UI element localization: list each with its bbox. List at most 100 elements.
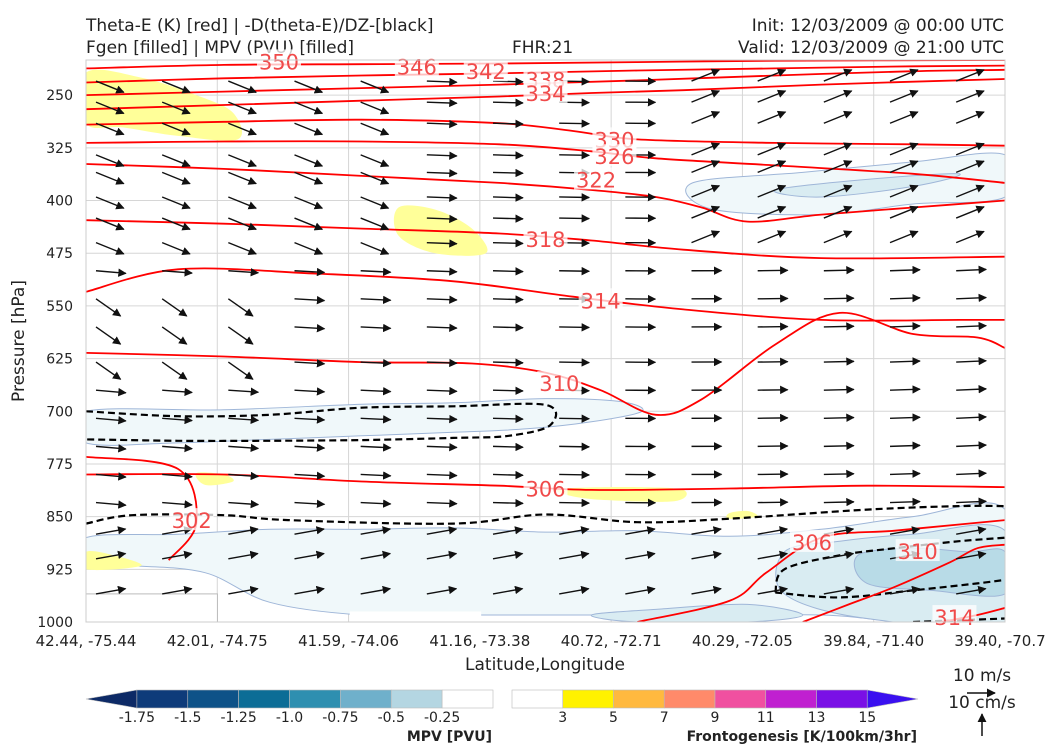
wind-vector <box>889 265 921 275</box>
wind-vector <box>559 414 591 423</box>
wind-vector <box>294 585 325 595</box>
theta-e-label-bg <box>523 476 568 499</box>
wind-vector <box>161 361 188 380</box>
wind-vector <box>823 89 853 103</box>
wind-vector <box>956 497 987 506</box>
wind-vector <box>360 323 392 333</box>
wind-vector <box>823 497 855 507</box>
wind-vector <box>492 193 524 202</box>
wind-vector <box>559 470 591 480</box>
mpv-colorbar-tick: -1.25 <box>221 710 257 726</box>
wind-vector <box>823 184 853 198</box>
wind-vector <box>426 443 458 452</box>
wind-vector <box>426 585 458 595</box>
wind-vector <box>294 443 326 452</box>
colorbar-segment <box>238 689 290 709</box>
wind-vector <box>162 387 193 397</box>
y-tick-label: 550 <box>46 299 73 315</box>
x-tick-label: 40.29, -72.05 <box>692 632 793 650</box>
wind-vector <box>691 585 722 595</box>
x-axis-ticks: 42.44, -75.44 42.01, -74.75 41.59, -74.06 4… <box>36 632 1046 650</box>
wind-vector <box>294 499 326 509</box>
wind-vector <box>625 585 656 595</box>
wind-vector <box>228 101 257 115</box>
wind-vector <box>227 361 254 380</box>
wind-vector <box>162 268 193 277</box>
wind-vector <box>691 68 721 82</box>
theta-e-contour <box>86 60 1005 70</box>
wind-vector <box>559 585 590 595</box>
theta-e-label-bg <box>574 167 619 190</box>
wind-vector <box>95 217 125 231</box>
theta-e-label: 322 <box>576 168 616 192</box>
wind-vector <box>426 151 458 160</box>
theta-e-contour <box>86 140 1005 184</box>
wind-vector <box>559 550 590 560</box>
wind-vector <box>956 265 987 274</box>
wind-vector <box>492 214 524 223</box>
x-tick-label: 41.16, -73.38 <box>429 632 530 650</box>
theta-e-label: 350 <box>259 50 299 74</box>
theta-e-label: 306 <box>525 478 565 502</box>
wind-vector <box>426 323 458 332</box>
wind-vector <box>95 585 127 595</box>
wind-vector <box>228 415 260 424</box>
wind-vector <box>294 387 326 396</box>
wind-vector <box>95 171 125 185</box>
wind-vector <box>360 471 392 480</box>
wind-vector <box>956 385 987 394</box>
wind-vector <box>625 550 656 560</box>
wind-vector <box>426 239 458 248</box>
theta-e-contour <box>802 543 1005 622</box>
wind-vector <box>228 585 259 595</box>
wind-vector <box>889 385 921 394</box>
wind-vector <box>360 101 390 115</box>
valid-time: Valid: 12/03/2009 @ 21:00 UTC <box>738 38 1004 58</box>
theta-e-labels: 350 346 342 3383343303263223183143103063023… <box>169 49 977 630</box>
wind-vector <box>757 68 787 82</box>
x-tick-label: 42.01, -74.75 <box>167 632 268 650</box>
wind-vector <box>691 205 721 219</box>
wind-vector <box>426 169 458 178</box>
wind-vector <box>360 358 392 368</box>
wind-vector <box>161 171 191 185</box>
wind-vector <box>889 68 919 82</box>
x-tick-label: 42.44, -75.44 <box>36 632 137 650</box>
wind-vector <box>360 585 392 595</box>
wind-vector <box>955 160 985 174</box>
colorbar-segment <box>562 689 614 709</box>
wind-vector <box>294 415 326 424</box>
wind-vector <box>161 196 191 210</box>
y-tick-label: 400 <box>46 194 73 210</box>
wind-vector <box>757 110 787 124</box>
wind-vector <box>559 119 591 128</box>
wind-vector <box>162 500 193 509</box>
wind-vector <box>757 585 789 595</box>
title-left-line1: Theta-E (K) [red] | -D(theta-E)/DZ-[blac… <box>85 16 434 36</box>
wind-vector <box>294 267 326 277</box>
wind-vector <box>227 326 254 345</box>
wind-vector <box>625 526 656 535</box>
wind-vector <box>95 361 122 380</box>
wind-vector <box>228 526 259 535</box>
wind-vector <box>757 89 787 103</box>
wind-vector <box>228 550 259 560</box>
wind-vector <box>95 472 127 481</box>
mpv-colorbar: -1.75 -1.5 -1.25 -1.0 -0.75 -0.5 -0.25 <box>85 689 494 726</box>
reference-horizontal-label: 10 m/s <box>953 666 1011 686</box>
wind-vector <box>823 385 855 394</box>
wind-vector <box>95 550 127 560</box>
wind-vector <box>426 295 458 304</box>
colorbar-segment <box>289 689 341 709</box>
wind-vector <box>559 442 591 451</box>
theta-e-label-bg <box>537 371 582 394</box>
wind-reference-key: 10 m/s 10 cm/s <box>948 666 1016 736</box>
colorbar-segment <box>340 689 392 709</box>
wind-vector <box>492 358 524 367</box>
frontogenesis-colorbar-label: Frontogenesis [K/100km/3hr] <box>687 729 917 745</box>
wind-vector <box>492 550 524 560</box>
mpv-colorbar-label: MPV [PVU] <box>407 729 492 745</box>
colorbar-segment <box>85 689 138 709</box>
wind-vector <box>228 122 257 136</box>
